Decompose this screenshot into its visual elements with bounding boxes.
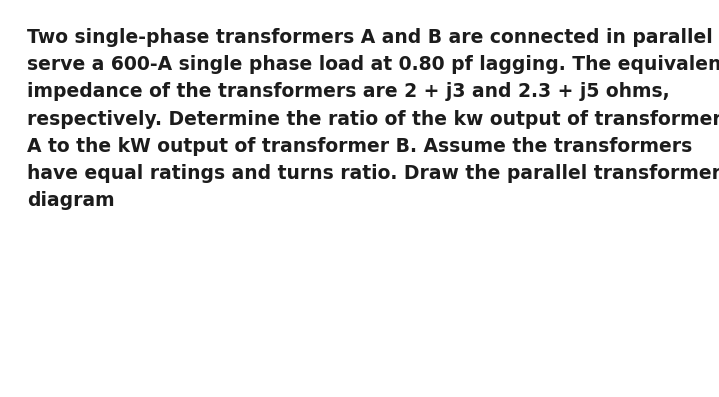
Text: Two single-phase transformers A and B are connected in parallel to
serve a 600-A: Two single-phase transformers A and B ar… bbox=[27, 28, 719, 210]
